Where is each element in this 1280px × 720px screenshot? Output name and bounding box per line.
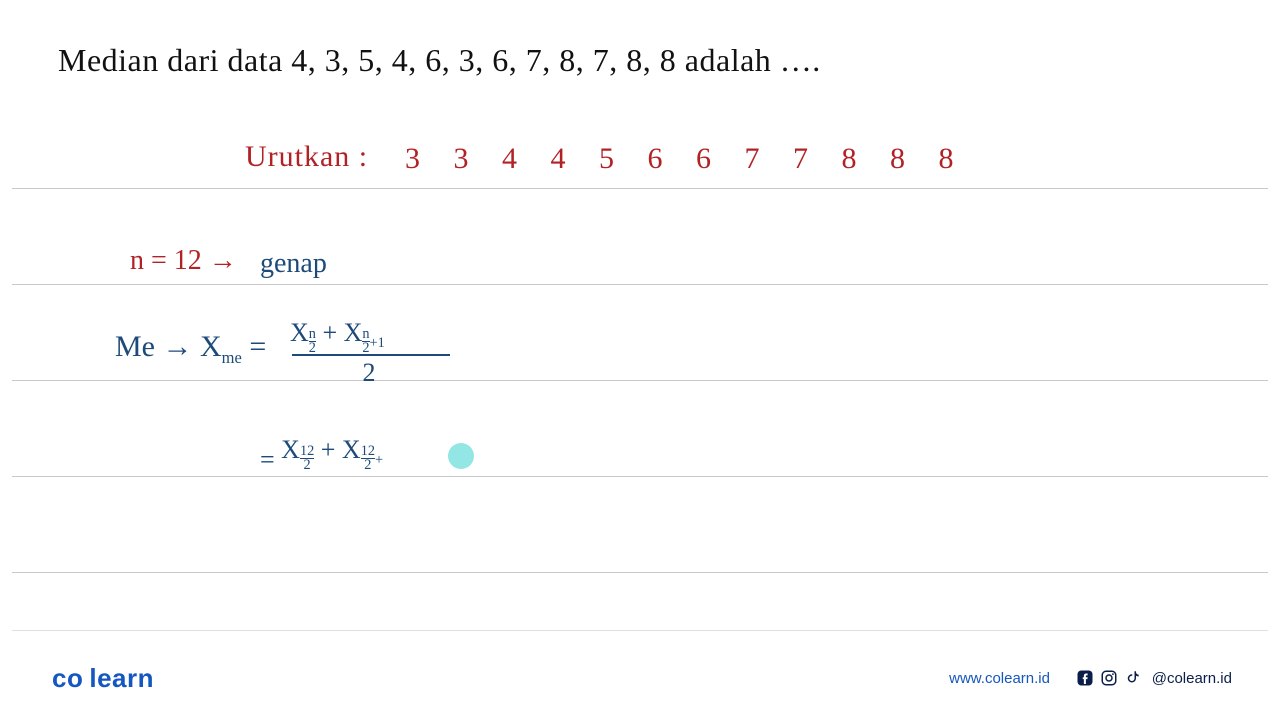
me-text: Me → X (115, 330, 222, 363)
plus-one: +1 (370, 337, 385, 350)
sorted-data: 3 3 4 4 5 6 6 7 7 8 8 8 (405, 142, 958, 176)
footer-url[interactable]: www.colearn.id (949, 670, 1050, 687)
social-handle[interactable]: @colearn.id (1152, 670, 1232, 687)
sub-12-over-2: 122 (300, 445, 314, 470)
rule-line (12, 476, 1268, 477)
median-formula-substituted: = X122 + X122 + (260, 435, 383, 467)
x-sym: X (281, 435, 300, 464)
label-genap: genap (260, 248, 327, 280)
question-text: Median dari data 4, 3, 5, 4, 6, 3, 6, 7,… (58, 42, 821, 79)
rule-line (12, 380, 1268, 381)
social-links: @colearn.id (1076, 669, 1232, 687)
tiktok-icon[interactable] (1124, 669, 1142, 687)
x-12-over-2: X122 (281, 435, 321, 464)
denominator: 2 (290, 360, 448, 386)
brand-logo: colearn (52, 663, 154, 694)
facebook-icon[interactable] (1076, 669, 1094, 687)
me-subscript: me (222, 351, 242, 366)
median-formula-general: Xn2 + Xn2 +1 2 (290, 320, 450, 386)
plus-tail: + (375, 454, 383, 467)
rule-line (12, 572, 1268, 573)
median-lead: Me → Xme = (115, 330, 266, 366)
x-12-over-2-plus: X122 + (342, 435, 383, 464)
logo-part-co: co (52, 663, 83, 693)
rule-line (12, 284, 1268, 285)
x-n-over-2: Xn2 (290, 318, 322, 347)
plus: + (321, 435, 342, 464)
me-equals: = (242, 330, 266, 363)
x-sym: X (344, 318, 363, 347)
footer: colearn www.colearn.id @colearn.id (0, 658, 1280, 698)
n-equals-12: n = 12 → (130, 245, 237, 277)
x-sym: X (290, 318, 309, 347)
rule-line (12, 630, 1268, 631)
logo-part-learn: learn (89, 663, 154, 693)
sub-n-over-2: n2 (362, 328, 369, 353)
label-urutkan: Urutkan : (245, 140, 368, 174)
plus: + (322, 318, 343, 347)
x-sym: X (342, 435, 361, 464)
x-n-over-2-plus1: Xn2 +1 (344, 318, 385, 347)
instagram-icon[interactable] (1100, 669, 1118, 687)
equals: = (260, 445, 281, 474)
rule-line (12, 188, 1268, 189)
pen-cursor-icon (448, 443, 474, 469)
sub-n-over-2: n2 (309, 328, 316, 353)
sub-12-over-2: 122 (361, 445, 375, 470)
